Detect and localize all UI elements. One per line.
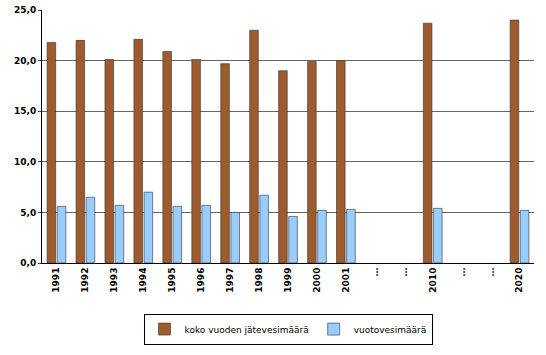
svg-text:1999: 1999 [283, 268, 293, 293]
svg-text:1992: 1992 [80, 268, 90, 293]
svg-text:2020: 2020 [514, 268, 524, 293]
svg-text:vuotovesimäärä: vuotovesimäärä [354, 325, 427, 335]
svg-text:…: … [370, 268, 380, 277]
svg-text:15,0: 15,0 [14, 106, 36, 116]
svg-text:1993: 1993 [109, 268, 119, 293]
svg-text:…: … [457, 268, 467, 277]
svg-text:5,0: 5,0 [20, 208, 36, 218]
svg-text:1997: 1997 [225, 268, 235, 293]
svg-text:20,0: 20,0 [14, 56, 36, 66]
svg-text:2001: 2001 [341, 268, 351, 293]
svg-text:…: … [486, 268, 496, 277]
svg-text:2000: 2000 [312, 268, 322, 293]
svg-text:10,0: 10,0 [14, 157, 36, 167]
svg-text:1996: 1996 [196, 268, 206, 293]
svg-text:…: … [399, 268, 409, 277]
svg-text:1995: 1995 [167, 268, 177, 293]
svg-text:1991: 1991 [51, 268, 61, 293]
svg-text:25,0: 25,0 [14, 5, 36, 15]
svg-text:1998: 1998 [254, 268, 264, 293]
svg-text:1994: 1994 [138, 268, 148, 293]
svg-text:koko vuoden jätevesimäärä: koko vuoden jätevesimäärä [185, 325, 309, 335]
svg-text:0,0: 0,0 [20, 258, 36, 268]
svg-text:2010: 2010 [428, 268, 438, 293]
